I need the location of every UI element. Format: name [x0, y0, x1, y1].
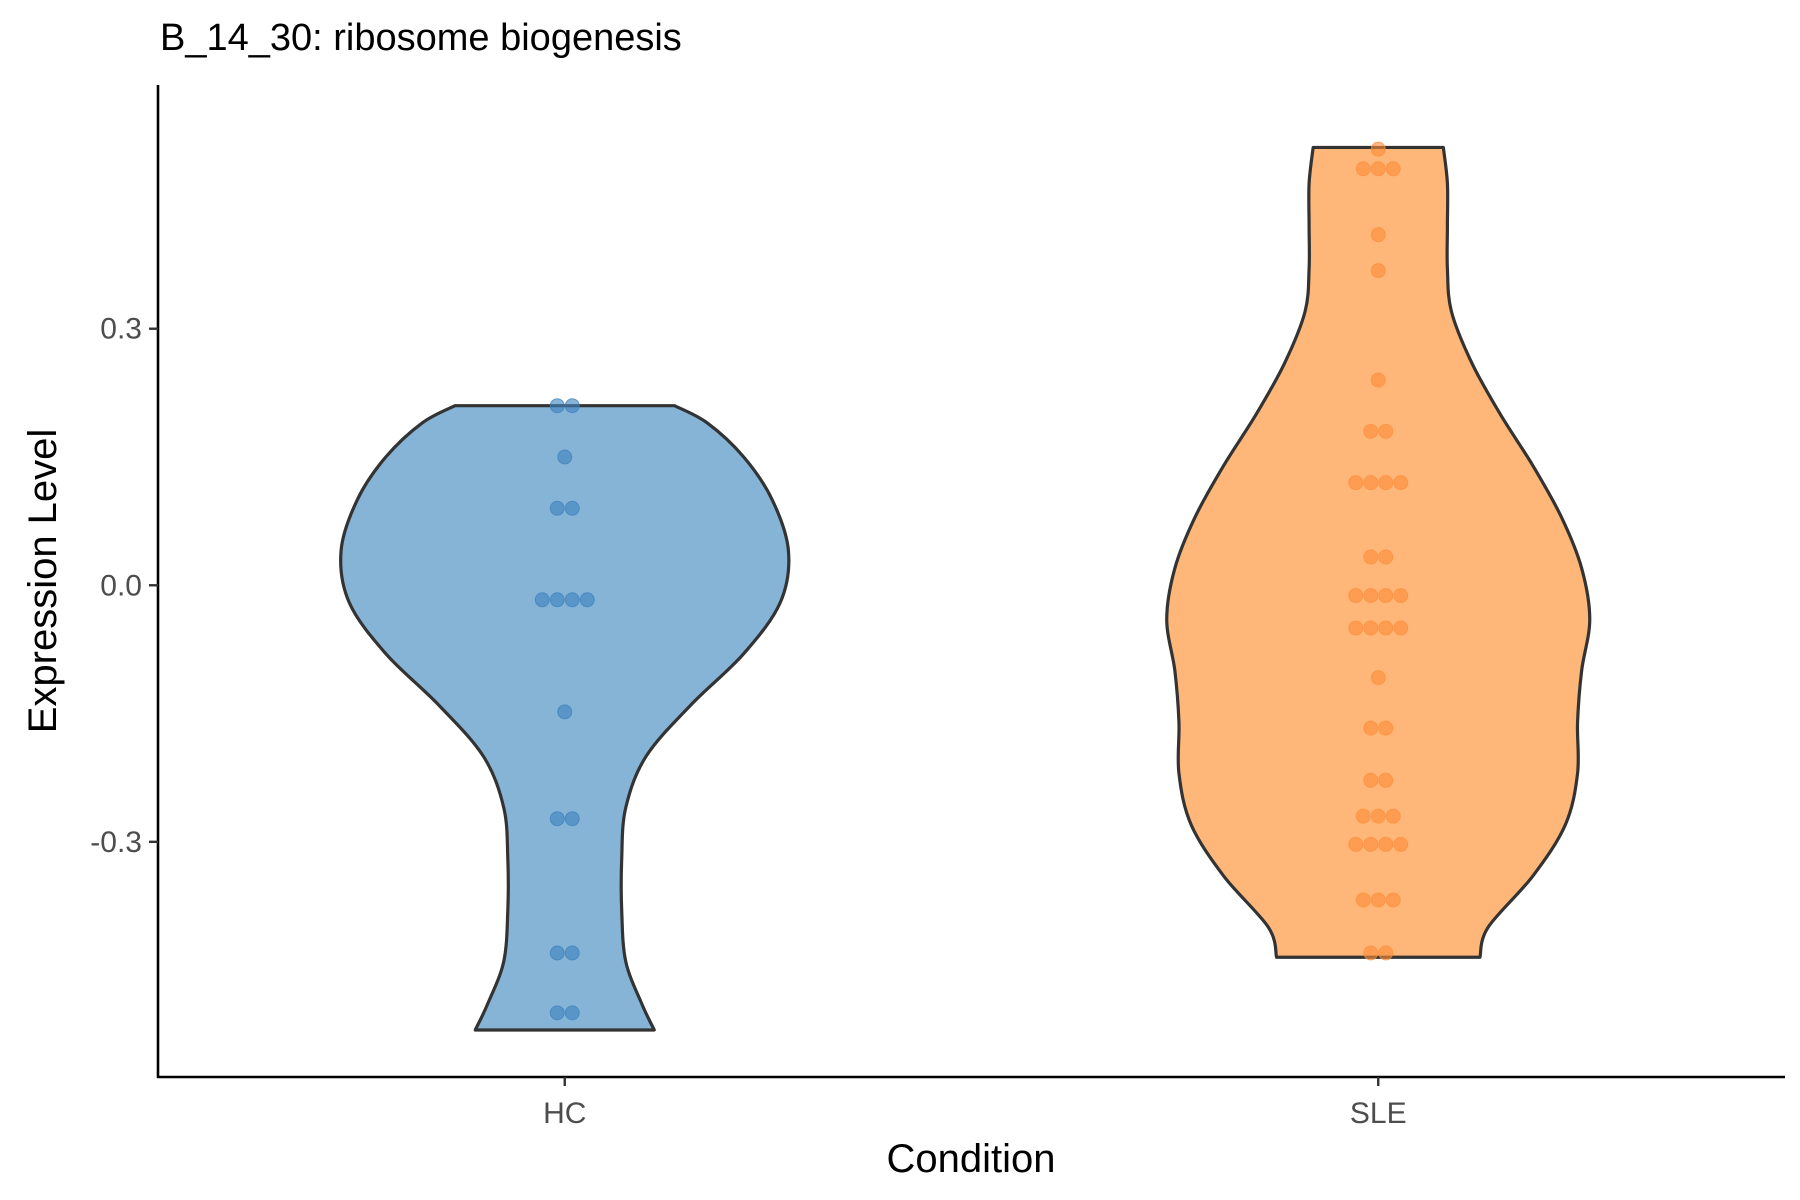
point-sle: [1348, 836, 1364, 852]
point-sle: [1378, 588, 1394, 604]
point-sle: [1370, 892, 1386, 908]
point-sle: [1378, 549, 1394, 565]
point-hc: [564, 592, 580, 608]
point-hc: [564, 811, 580, 827]
point-hc: [549, 811, 565, 827]
x-ticks: HC SLE: [543, 1077, 1407, 1130]
point-sle: [1348, 620, 1364, 636]
point-sle: [1385, 892, 1401, 908]
point-sle: [1363, 549, 1379, 565]
point-hc: [549, 945, 565, 961]
point-hc: [579, 592, 595, 608]
point-hc: [549, 500, 565, 516]
point-sle: [1355, 808, 1371, 824]
point-sle: [1385, 808, 1401, 824]
point-hc: [564, 1005, 580, 1021]
point-sle: [1363, 475, 1379, 491]
point-sle: [1370, 372, 1386, 388]
point-sle: [1363, 588, 1379, 604]
chart-title: B_14_30: ribosome biogenesis: [160, 17, 682, 59]
point-sle: [1370, 227, 1386, 243]
point-sle: [1363, 620, 1379, 636]
point-sle: [1378, 720, 1394, 736]
point-sle: [1348, 588, 1364, 604]
point-sle: [1355, 161, 1371, 177]
point-hc: [549, 398, 565, 414]
point-hc: [564, 398, 580, 414]
point-sle: [1370, 141, 1386, 157]
point-sle: [1378, 423, 1394, 439]
point-sle: [1393, 475, 1409, 491]
point-sle: [1370, 161, 1386, 177]
point-sle: [1363, 836, 1379, 852]
point-sle: [1370, 808, 1386, 824]
y-tick-label: 0.3: [100, 313, 142, 346]
point-hc: [564, 945, 580, 961]
point-sle: [1348, 475, 1364, 491]
point-sle: [1355, 892, 1371, 908]
point-sle: [1393, 836, 1409, 852]
point-sle: [1378, 945, 1394, 961]
point-hc: [564, 500, 580, 516]
point-sle: [1363, 772, 1379, 788]
data-points: [534, 141, 1409, 1021]
point-sle: [1385, 161, 1401, 177]
violin-sle: [1165, 145, 1592, 959]
point-sle: [1370, 263, 1386, 279]
point-hc: [534, 592, 550, 608]
point-sle: [1363, 720, 1379, 736]
point-sle: [1378, 620, 1394, 636]
point-sle: [1378, 836, 1394, 852]
x-tick-label-hc: HC: [543, 1097, 586, 1130]
x-axis-title: Condition: [886, 1137, 1055, 1181]
y-axis-title: Expression Level: [21, 429, 65, 734]
y-tick-label: 0.0: [100, 569, 142, 602]
point-sle: [1378, 475, 1394, 491]
point-hc: [557, 704, 573, 720]
y-tick-label: -0.3: [90, 826, 142, 859]
point-sle: [1393, 588, 1409, 604]
point-sle: [1370, 670, 1386, 686]
point-hc: [549, 1005, 565, 1021]
y-ticks: -0.3 0.0 0.3: [90, 313, 158, 859]
point-sle: [1378, 772, 1394, 788]
point-hc: [557, 449, 573, 465]
point-hc: [549, 592, 565, 608]
point-sle: [1363, 945, 1379, 961]
x-tick-label-sle: SLE: [1350, 1097, 1407, 1130]
point-sle: [1393, 620, 1409, 636]
point-sle: [1363, 423, 1379, 439]
